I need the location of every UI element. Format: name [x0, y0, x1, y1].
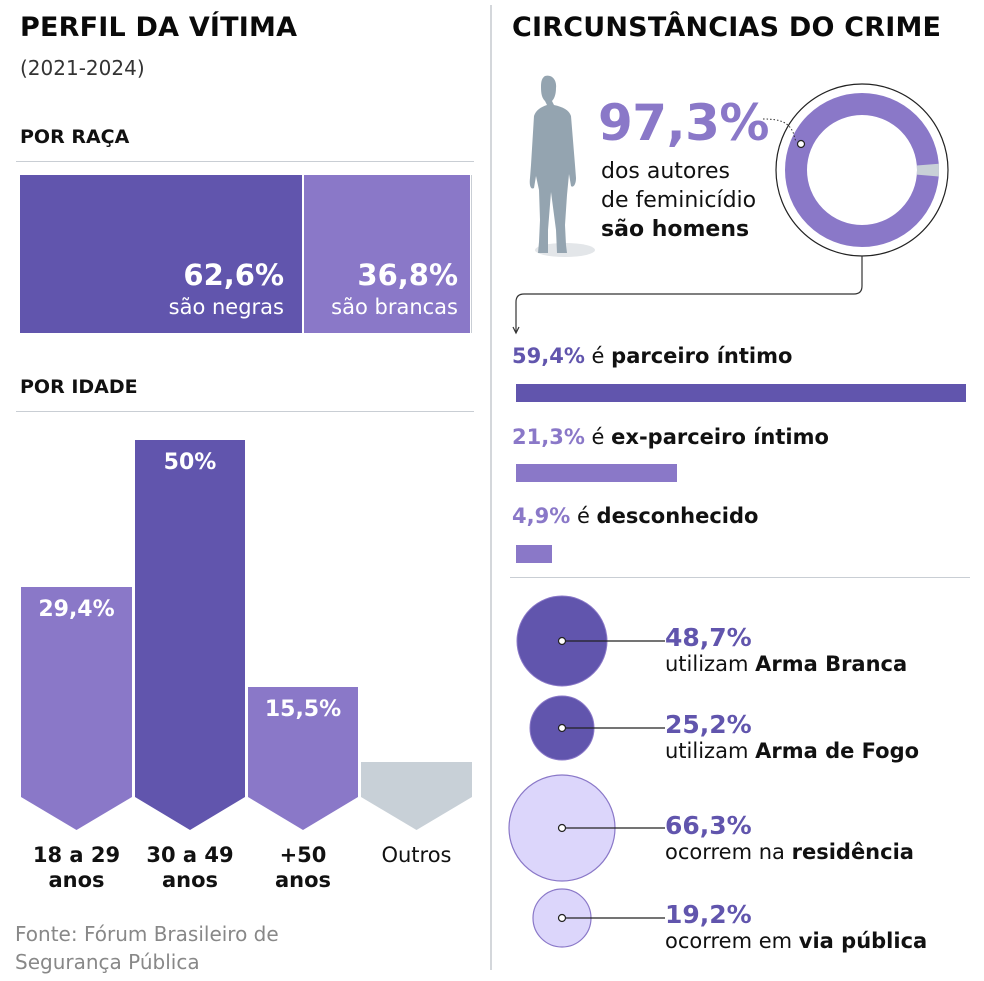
circle-item-residencia: 66,3% ocorrem na residência: [665, 811, 914, 864]
circle-desc-bold: via pública: [798, 929, 928, 953]
age-label-line: anos: [161, 868, 219, 892]
relation-row-ex-parceiro: 21,3% é ex-parceiro íntimo: [512, 425, 829, 449]
circle-desc-bold: Arma Branca: [755, 652, 908, 676]
age-rule: [16, 411, 474, 412]
circle-desc-prefix: ocorrem na: [665, 840, 785, 864]
relation-connector: é: [591, 344, 605, 368]
age-label-line: 18 a 29: [32, 843, 121, 867]
left-title: PERFIL DA VÍTIMA: [20, 12, 298, 43]
age-bar-50-plus: [248, 687, 358, 830]
race-segment-brancas: 36,8% são brancas: [304, 175, 470, 333]
race-pct: 36,8%: [357, 258, 458, 292]
age-section-label: POR IDADE: [20, 376, 138, 398]
relation-label: parceiro íntimo: [611, 344, 793, 368]
circle-pct: 48,7%: [665, 623, 752, 652]
source-line: Segurança Pública: [15, 950, 200, 974]
age-label-18-29: 18 a 29 anos: [21, 843, 132, 893]
age-label-line: anos: [274, 868, 332, 892]
age-label-line: 30 a 49: [146, 843, 234, 867]
circle-desc-prefix: ocorrem em: [665, 929, 793, 953]
race-section-label: POR RAÇA: [20, 126, 130, 148]
column-divider: [490, 5, 492, 970]
race-end-tick: [471, 175, 472, 333]
circle-pct: 66,3%: [665, 811, 752, 840]
men-desc: dos autores de feminicídio são homens: [601, 157, 756, 244]
age-label-outros: Outros: [361, 843, 472, 868]
race-desc: são negras: [168, 295, 284, 319]
age-label-50-plus: +50 anos: [248, 843, 358, 893]
donut-chart: [512, 83, 949, 335]
relation-label: ex-parceiro íntimo: [611, 425, 829, 449]
age-label-line: Outros: [381, 843, 452, 867]
relation-row-parceiro: 59,4% é parceiro íntimo: [512, 344, 792, 368]
relation-connector: é: [591, 425, 605, 449]
age-label-30-49: 30 a 49 anos: [135, 843, 245, 893]
left-subtitle: (2021-2024): [20, 56, 145, 80]
circle-desc-bold: residência: [791, 840, 914, 864]
relation-row-desconhecido: 4,9% é desconhecido: [512, 504, 758, 528]
right-title: CIRCUNSTÂNCIAS DO CRIME: [512, 12, 942, 43]
circle-item-via-publica: 19,2% ocorrem em via pública: [665, 900, 927, 953]
relation-bar-desconhecido: [516, 545, 552, 563]
race-rule: [16, 161, 474, 162]
bubbles-graphic: [508, 595, 665, 948]
relation-label: desconhecido: [596, 504, 759, 528]
source-line: Fonte: Fórum Brasileiro de: [15, 922, 279, 946]
circle-desc: utilizam Arma de Fogo: [665, 739, 919, 763]
age-bars-graphic: [21, 440, 472, 830]
source-note: Fonte: Fórum Brasileiro de Segurança Púb…: [15, 920, 279, 976]
relation-connector: é: [576, 504, 590, 528]
age-bar-outros: [361, 762, 472, 830]
circle-desc-prefix: utilizam: [665, 652, 749, 676]
circle-desc-prefix: utilizam: [665, 739, 749, 763]
race-desc: são brancas: [331, 295, 458, 319]
men-desc-line: de feminicídio: [601, 188, 757, 213]
circle-desc: ocorrem em via pública: [665, 929, 927, 953]
circle-desc: ocorrem na residência: [665, 840, 914, 864]
age-label-line: +50: [279, 843, 327, 867]
age-pct: 15,5%: [264, 697, 342, 722]
men-desc-line: são homens: [601, 217, 750, 242]
circle-item-arma-branca: 48,7% utilizam Arma Branca: [665, 623, 907, 676]
age-label-line: anos: [48, 868, 105, 892]
relation-pct: 21,3%: [512, 425, 585, 449]
relation-pct: 59,4%: [512, 344, 585, 368]
circle-desc: utilizam Arma Branca: [665, 652, 907, 676]
relation-bar-parceiro: [516, 384, 966, 402]
relations-rule: [510, 577, 970, 578]
circle-item-arma-fogo: 25,2% utilizam Arma de Fogo: [665, 710, 919, 763]
circle-desc-bold: Arma de Fogo: [755, 739, 920, 763]
relation-pct: 4,9%: [512, 504, 571, 528]
age-bar-30-49: [135, 440, 245, 830]
man-silhouette-icon: [529, 75, 595, 257]
men-pct: 97,3%: [598, 94, 769, 152]
race-segment-negras: 62,6% são negras: [20, 175, 302, 333]
race-pct: 62,6%: [183, 258, 284, 292]
age-bar-18-29: [21, 587, 132, 830]
men-desc-line: dos autores: [601, 159, 730, 184]
circle-pct: 19,2%: [665, 900, 752, 929]
age-pct: 29,4%: [38, 597, 115, 622]
age-pct: 50%: [163, 450, 217, 475]
relation-bar-ex-parceiro: [516, 464, 677, 482]
circle-pct: 25,2%: [665, 710, 752, 739]
